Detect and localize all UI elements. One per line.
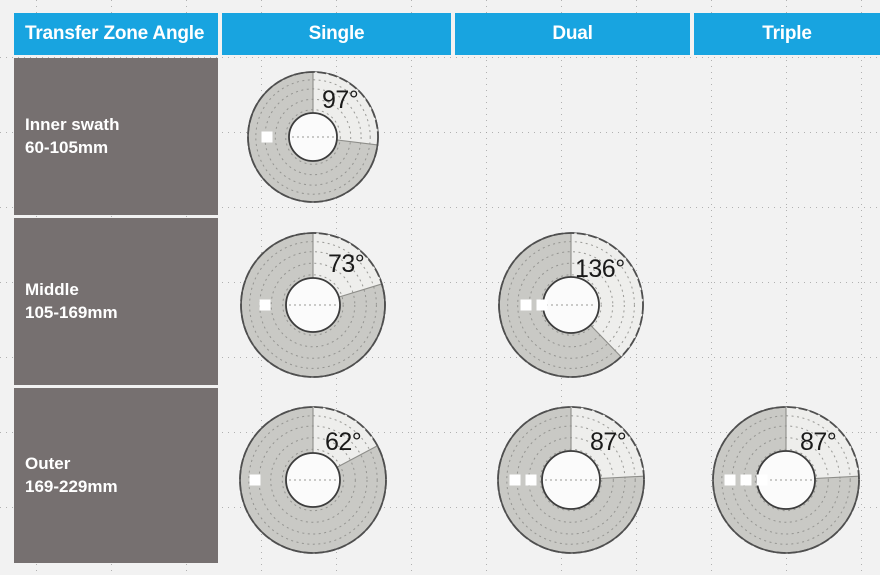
dial-middle-single [240, 232, 386, 378]
row-label-inner-swath-name: Inner swath [25, 114, 120, 134]
header-cell-single: Single [222, 13, 451, 55]
transfer-zone-table: Transfer Zone Angle Single Dual Triple I… [14, 13, 880, 563]
degree-label: 62° [325, 428, 362, 456]
header-label-transfer-zone-angle: Transfer Zone Angle [25, 23, 205, 44]
header-cell-transfer-zone-angle: Transfer Zone Angle [14, 13, 218, 55]
dial-middle-dual [498, 232, 644, 378]
row-label-outer-name: Outer [25, 453, 71, 473]
row-label-outer-range: 169-229mm [25, 476, 118, 496]
degree-label: 87° [590, 428, 627, 456]
row-label-middle: Middle 105-169mm [14, 218, 218, 385]
header-cell-dual: Dual [455, 13, 690, 55]
dial-outer-triple [712, 406, 860, 554]
dial-outer-dual [497, 406, 645, 554]
row-label-inner-swath: Inner swath 60-105mm [14, 58, 218, 215]
degree-label: 87° [800, 428, 837, 456]
degree-label: 73° [328, 250, 365, 278]
header-label-single: Single [308, 23, 365, 44]
header-label-triple: Triple [762, 23, 812, 44]
dial-outer-single [239, 406, 387, 554]
row-label-inner-swath-range: 60-105mm [25, 137, 109, 157]
row-label-outer: Outer 169-229mm [14, 388, 218, 563]
header-cell-triple: Triple [694, 13, 880, 55]
header-label-dual: Dual [552, 23, 593, 44]
row-label-middle-name: Middle [25, 279, 79, 299]
degree-label: 136° [575, 255, 625, 283]
row-label-middle-range: 105-169mm [25, 302, 118, 322]
dial-inner-single [247, 71, 379, 203]
degree-label: 97° [322, 86, 359, 114]
